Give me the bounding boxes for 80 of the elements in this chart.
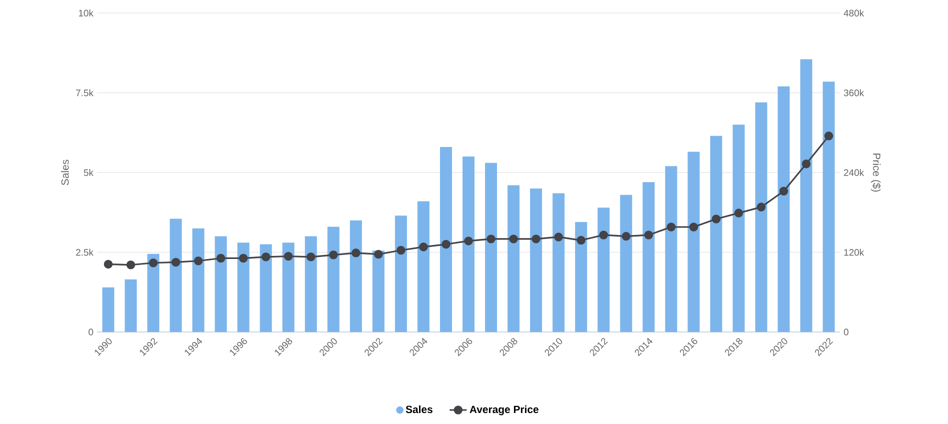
point	[532, 234, 540, 244]
point	[554, 232, 563, 242]
bar	[822, 82, 835, 332]
bar	[350, 220, 362, 332]
point	[261, 252, 270, 262]
point	[104, 260, 113, 269]
point	[396, 246, 406, 255]
point	[284, 252, 293, 261]
bar	[665, 166, 678, 332]
bar	[282, 242, 294, 332]
y-axis-title: Sales	[61, 160, 69, 186]
point	[802, 159, 811, 168]
point	[216, 254, 226, 263]
bar	[260, 244, 272, 332]
bar	[462, 156, 475, 332]
bar	[778, 86, 790, 332]
point	[238, 254, 248, 263]
bar	[575, 222, 588, 332]
bar	[642, 182, 655, 332]
bar	[530, 188, 542, 332]
bar	[710, 136, 722, 332]
point	[689, 222, 698, 232]
point	[622, 232, 630, 241]
point	[509, 234, 518, 244]
point	[576, 236, 586, 245]
point	[486, 234, 496, 244]
y2-tick-label: 120k	[844, 248, 864, 256]
legend-label: Average Price	[470, 405, 538, 416]
point	[126, 260, 136, 270]
point	[419, 242, 428, 252]
point	[599, 230, 608, 240]
y-tick-label: 0	[88, 328, 94, 336]
point	[374, 250, 383, 259]
point	[442, 240, 450, 249]
bar	[552, 193, 565, 332]
point	[712, 214, 721, 224]
bar	[102, 287, 114, 332]
y2-axis-title: Price ($)	[870, 154, 881, 192]
bar	[508, 185, 520, 332]
y2-tick-label: 240k	[844, 169, 864, 176]
bar	[147, 254, 160, 332]
bar	[732, 124, 745, 332]
point	[194, 256, 203, 266]
y2-tick-label: 360k	[844, 89, 864, 96]
bar	[620, 194, 632, 332]
bar	[688, 152, 700, 332]
y2-tick-label: 0	[844, 328, 848, 336]
point	[171, 258, 180, 267]
bar	[800, 59, 812, 332]
bar	[485, 162, 498, 332]
bar	[124, 279, 137, 332]
bar	[598, 208, 610, 332]
bar	[170, 218, 182, 332]
point	[464, 236, 473, 246]
bar	[417, 201, 430, 332]
point	[644, 230, 654, 240]
point	[352, 248, 360, 258]
bar	[237, 242, 250, 332]
point	[329, 250, 338, 260]
legend-label: Sales	[406, 405, 432, 414]
bar	[304, 236, 317, 332]
bar	[440, 146, 452, 332]
point	[666, 222, 676, 232]
bar	[755, 102, 768, 332]
y-tick-label: 2.5k	[76, 248, 94, 256]
y-tick-label: 7.5k	[76, 89, 94, 96]
bar	[372, 250, 384, 332]
y-tick-label: 10k	[78, 10, 94, 16]
bar	[192, 228, 204, 332]
point	[148, 258, 158, 268]
point	[306, 252, 316, 262]
bar	[214, 236, 227, 332]
bar	[327, 226, 340, 332]
y-tick-label: 5k	[84, 169, 94, 176]
point	[756, 202, 766, 212]
point	[734, 208, 744, 218]
point	[824, 132, 834, 140]
bar	[394, 216, 407, 332]
point	[779, 186, 788, 196]
y2-tick-label: 480k	[844, 10, 864, 16]
